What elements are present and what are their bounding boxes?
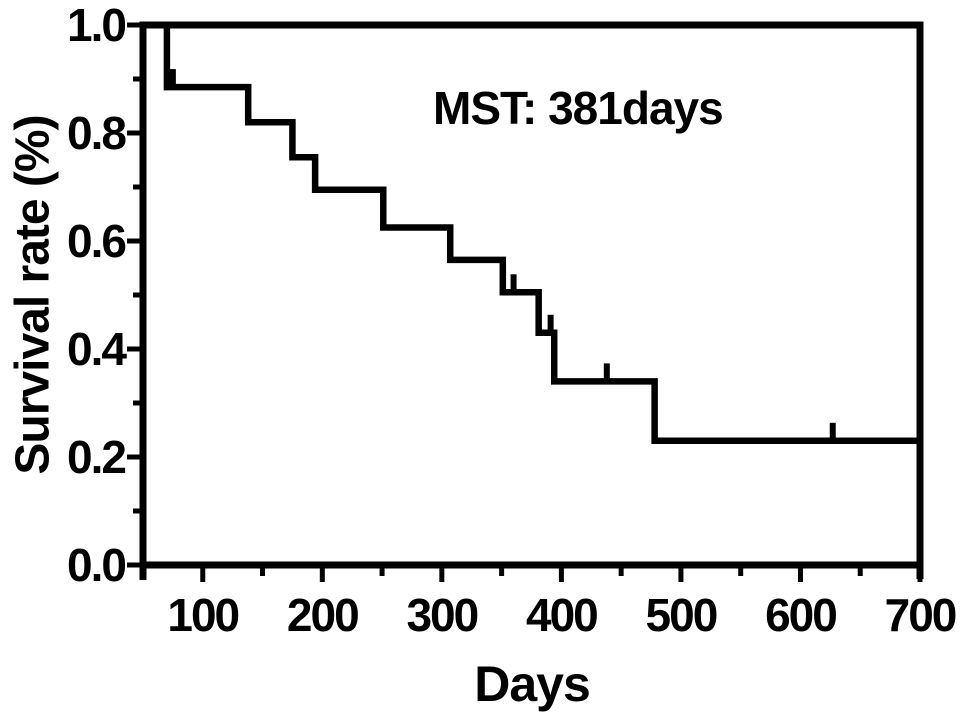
mst-annotation: MST: 381days bbox=[433, 82, 724, 134]
y-tick-label: 0.2 bbox=[67, 431, 125, 483]
y-tick-label: 0.4 bbox=[67, 323, 127, 375]
x-tick-label: 500 bbox=[646, 589, 717, 641]
y-tick-label: 0.8 bbox=[67, 107, 126, 159]
survival-curve bbox=[143, 21, 920, 445]
x-tick-label: 100 bbox=[167, 589, 238, 641]
x-tick-label: 400 bbox=[526, 589, 597, 641]
x-tick-label: 700 bbox=[885, 589, 956, 641]
x-tick-label: 200 bbox=[287, 589, 358, 641]
x-axis-title: Days bbox=[474, 656, 591, 712]
y-tick-label: 0.0 bbox=[67, 539, 125, 591]
y-axis-title: Survival rate (%) bbox=[6, 115, 60, 475]
x-tick-label: 300 bbox=[406, 589, 477, 641]
y-tick-label: 0.6 bbox=[67, 215, 125, 267]
y-tick-label: 1.0 bbox=[67, 0, 125, 51]
x-tick-label: 600 bbox=[765, 589, 836, 641]
